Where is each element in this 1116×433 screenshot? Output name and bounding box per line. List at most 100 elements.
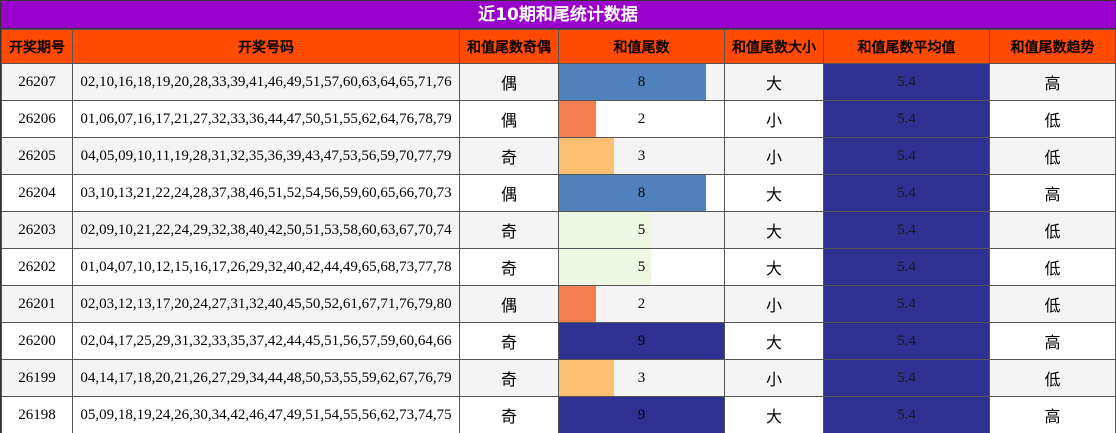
header-parity: 和值尾数奇偶	[459, 29, 559, 64]
parity-cell: 偶	[459, 285, 559, 323]
tail-value: 3	[637, 147, 646, 164]
numbers-cell: 04,14,17,18,20,21,26,27,29,34,44,48,50,5…	[72, 359, 460, 397]
parity-cell: 奇	[459, 211, 559, 249]
table-row: 26200 02,04,17,25,29,31,32,33,35,37,42,44…	[1, 322, 1116, 360]
tail-value: 2	[637, 295, 646, 312]
table-row: 26201 02,03,12,13,17,20,24,27,31,32,40,45…	[1, 285, 1116, 323]
tail-cell: 2	[558, 100, 725, 138]
header-tail: 和值尾数	[558, 29, 725, 64]
size-cell: 大	[724, 211, 824, 249]
tail-bar	[559, 101, 596, 137]
tail-cell: 8	[558, 63, 725, 101]
size-cell: 大	[724, 248, 824, 286]
table-title: 近10期和尾统计数据	[1, 1, 1115, 29]
size-cell: 大	[724, 322, 824, 360]
tail-value: 3	[637, 369, 646, 386]
size-cell: 大	[724, 174, 824, 212]
tail-bar	[559, 249, 651, 285]
period-cell: 26202	[1, 248, 73, 286]
tail-value: 9	[637, 332, 646, 349]
tail-cell: 3	[558, 137, 725, 175]
tail-bar	[559, 175, 706, 211]
period-cell: 26199	[1, 359, 73, 397]
trend-cell: 低	[989, 137, 1116, 175]
size-cell: 小	[724, 359, 824, 397]
numbers-cell: 03,10,13,21,22,24,28,37,38,46,51,52,54,5…	[72, 174, 460, 212]
header-period: 开奖期号	[1, 29, 73, 64]
tail-bar	[559, 212, 651, 248]
size-cell: 大	[724, 63, 824, 101]
size-cell: 大	[724, 396, 824, 433]
tail-bar	[559, 397, 724, 433]
size-cell: 小	[724, 285, 824, 323]
tail-bar	[559, 64, 706, 100]
parity-cell: 奇	[459, 359, 559, 397]
average-cell: 5.4	[823, 100, 990, 138]
trend-cell: 低	[989, 248, 1116, 286]
tail-cell: 8	[558, 174, 725, 212]
tail-bar	[559, 323, 724, 359]
table-row: 26202 01,04,07,10,12,15,16,17,26,29,32,40…	[1, 248, 1116, 286]
trend-cell: 高	[989, 396, 1116, 433]
trend-cell: 高	[989, 322, 1116, 360]
size-cell: 小	[724, 100, 824, 138]
tail-value: 8	[637, 184, 646, 201]
tail-value: 5	[637, 258, 646, 275]
period-cell: 26200	[1, 322, 73, 360]
tail-value: 8	[637, 73, 646, 90]
period-cell: 26204	[1, 174, 73, 212]
parity-cell: 奇	[459, 322, 559, 360]
average-cell: 5.4	[823, 396, 990, 433]
parity-cell: 偶	[459, 174, 559, 212]
table-row: 26207 02,10,16,18,19,20,28,33,39,41,46,49…	[1, 63, 1116, 101]
parity-cell: 奇	[459, 248, 559, 286]
average-cell: 5.4	[823, 137, 990, 175]
table-row: 26198 05,09,18,19,24,26,30,34,42,46,47,49…	[1, 396, 1116, 433]
numbers-cell: 02,09,10,21,22,24,29,32,38,40,42,50,51,5…	[72, 211, 460, 249]
tail-value: 2	[637, 110, 646, 127]
table-row: 26203 02,09,10,21,22,24,29,32,38,40,42,50…	[1, 211, 1116, 249]
header-size: 和值尾数大小	[724, 29, 824, 64]
average-cell: 5.4	[823, 174, 990, 212]
period-cell: 26203	[1, 211, 73, 249]
parity-cell: 偶	[459, 100, 559, 138]
tail-bar	[559, 138, 614, 174]
tail-cell: 9	[558, 322, 725, 360]
stats-table: 开奖期号 开奖号码 和值尾数奇偶 和值尾数 和值尾数大小 和值尾数平均值 和值尾…	[1, 29, 1116, 433]
header-numbers: 开奖号码	[72, 29, 460, 64]
numbers-cell: 01,06,07,16,17,21,27,32,33,36,44,47,50,5…	[72, 100, 460, 138]
table-row: 26199 04,14,17,18,20,21,26,27,29,34,44,48…	[1, 359, 1116, 397]
size-cell: 小	[724, 137, 824, 175]
tail-value: 5	[637, 221, 646, 238]
table-row: 26205 04,05,09,10,11,19,28,31,32,35,36,39…	[1, 137, 1116, 175]
parity-cell: 奇	[459, 396, 559, 433]
average-cell: 5.4	[823, 322, 990, 360]
numbers-cell: 02,10,16,18,19,20,28,33,39,41,46,49,51,5…	[72, 63, 460, 101]
tail-cell: 9	[558, 396, 725, 433]
tail-cell: 5	[558, 248, 725, 286]
trend-cell: 高	[989, 174, 1116, 212]
header-trend: 和值尾数趋势	[989, 29, 1116, 64]
parity-cell: 偶	[459, 63, 559, 101]
numbers-cell: 02,03,12,13,17,20,24,27,31,32,40,45,50,5…	[72, 285, 460, 323]
period-cell: 26205	[1, 137, 73, 175]
period-cell: 26198	[1, 396, 73, 433]
header-row: 开奖期号 开奖号码 和值尾数奇偶 和值尾数 和值尾数大小 和值尾数平均值 和值尾…	[1, 29, 1116, 64]
trend-cell: 高	[989, 63, 1116, 101]
average-cell: 5.4	[823, 285, 990, 323]
tail-bar	[559, 360, 614, 396]
numbers-cell: 02,04,17,25,29,31,32,33,35,37,42,44,45,5…	[72, 322, 460, 360]
tail-value: 9	[637, 406, 646, 423]
average-cell: 5.4	[823, 248, 990, 286]
numbers-cell: 01,04,07,10,12,15,16,17,26,29,32,40,42,4…	[72, 248, 460, 286]
trend-cell: 低	[989, 211, 1116, 249]
tail-bar	[559, 286, 596, 322]
numbers-cell: 04,05,09,10,11,19,28,31,32,35,36,39,43,4…	[72, 137, 460, 175]
trend-cell: 低	[989, 285, 1116, 323]
average-cell: 5.4	[823, 359, 990, 397]
trend-cell: 低	[989, 359, 1116, 397]
tail-cell: 5	[558, 211, 725, 249]
table-row: 26206 01,06,07,16,17,21,27,32,33,36,44,47…	[1, 100, 1116, 138]
period-cell: 26207	[1, 63, 73, 101]
